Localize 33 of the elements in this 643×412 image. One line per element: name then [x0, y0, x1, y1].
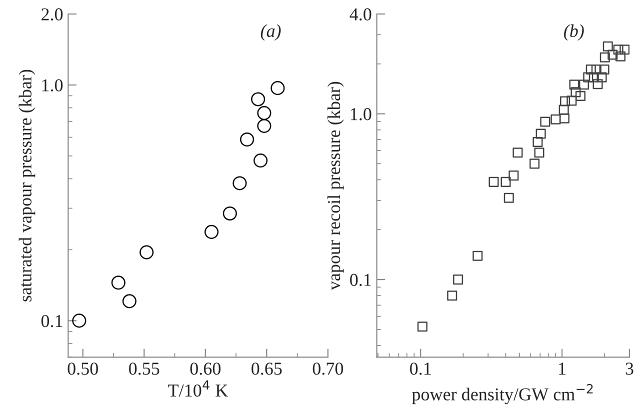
point [240, 132, 254, 147]
x-tick-label: 0.50 [68, 362, 98, 375]
point [122, 294, 136, 308]
annotation: (a) [260, 24, 281, 41]
y-tick-label: 1.0 [42, 79, 63, 92]
x-axis-title: T/10$^{4}$ K [168, 380, 228, 397]
annotation: (b) [564, 24, 584, 41]
x-tick-label: 1 [559, 362, 566, 375]
point [257, 106, 272, 120]
x-tick-label: 3 [626, 362, 634, 375]
x-tick-label: 0.60 [190, 362, 221, 375]
x-tick-label: 0.55 [129, 362, 160, 375]
y-tick-label: 2.0 [42, 8, 63, 21]
y-tick-label: 0.1 [41, 314, 62, 328]
point [140, 245, 154, 260]
y-tick-label: 1.0 [350, 108, 372, 120]
point [72, 314, 86, 328]
point [222, 206, 237, 220]
x-axis-title: power density/GW cm$^{−2}$ [412, 384, 593, 404]
point [251, 92, 266, 106]
point [111, 276, 126, 290]
x-tick-label: 0.70 [312, 362, 344, 375]
point [232, 176, 247, 190]
x-tick-label: 0.1 [410, 362, 431, 375]
y-tick-label: 0.1 [350, 274, 371, 286]
y-axis-title: saturated vapour pressure (kbar) [18, 70, 36, 302]
point [270, 81, 285, 96]
y-axis-title: vapour recoil pressure (kbar) [327, 82, 344, 290]
point [204, 224, 219, 239]
point [257, 118, 272, 133]
point [254, 154, 268, 168]
y-tick-label: 4.0 [350, 8, 372, 21]
x-tick-label: 0.65 [252, 362, 282, 375]
